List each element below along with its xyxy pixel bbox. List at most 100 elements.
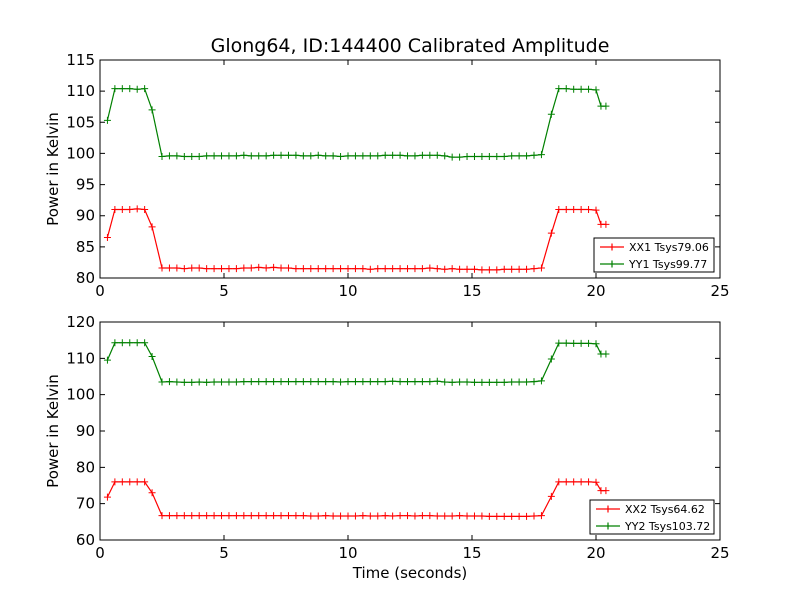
- data-point: [203, 265, 211, 273]
- data-point: [262, 264, 270, 272]
- y-tick-label: 70: [76, 495, 95, 513]
- data-point: [456, 512, 464, 520]
- y-tick-label: 80: [76, 458, 95, 476]
- data-point: [173, 378, 181, 386]
- data-point: [389, 151, 397, 159]
- data-point: [562, 339, 570, 347]
- data-point: [470, 153, 478, 161]
- y-axis-label: Power in Kelvin: [44, 374, 62, 488]
- data-point: [602, 220, 610, 228]
- data-point: [359, 152, 367, 160]
- data-point: [463, 265, 471, 273]
- data-point: [493, 266, 501, 274]
- data-point: [111, 205, 119, 213]
- data-point: [523, 265, 531, 273]
- data-point: [111, 85, 119, 93]
- data-point: [570, 339, 578, 347]
- data-point: [126, 478, 134, 486]
- x-tick-label: 5: [219, 544, 229, 562]
- data-point: [418, 512, 426, 520]
- data-point: [585, 85, 593, 93]
- data-point: [359, 265, 367, 273]
- data-point: [262, 378, 270, 386]
- data-point: [359, 512, 367, 520]
- data-point: [411, 378, 419, 386]
- figure-title: Glong64, ID:144400 Calibrated Amplitude: [211, 35, 610, 57]
- data-point: [463, 512, 471, 520]
- data-point: [158, 512, 166, 520]
- data-point: [411, 265, 419, 273]
- data-point: [577, 85, 585, 93]
- data-point: [307, 512, 315, 520]
- data-point: [433, 512, 441, 520]
- y-tick-label: 105: [66, 113, 95, 131]
- data-point: [307, 265, 315, 273]
- data-point: [240, 378, 248, 386]
- data-point: [232, 512, 240, 520]
- data-point: [404, 378, 412, 386]
- data-point: [158, 153, 166, 161]
- data-point: [195, 378, 203, 386]
- data-point: [322, 512, 330, 520]
- data-point: [500, 512, 508, 520]
- data-point: [570, 205, 578, 213]
- data-point: [433, 151, 441, 159]
- data-point: [232, 152, 240, 160]
- data-point: [366, 152, 374, 160]
- data-point: [232, 265, 240, 273]
- data-point: [255, 378, 263, 386]
- x-axis-label: Time (seconds): [352, 564, 468, 582]
- legend-label: YY2 Tsys103.72: [624, 520, 710, 533]
- data-point: [396, 512, 404, 520]
- data-point: [322, 265, 330, 273]
- data-point: [381, 265, 389, 273]
- data-point: [374, 512, 382, 520]
- data-point: [344, 265, 352, 273]
- data-point: [148, 353, 156, 361]
- data-point: [173, 264, 181, 272]
- data-point: [418, 378, 426, 386]
- legend-label: XX2 Tsys64.62: [625, 503, 705, 516]
- data-point: [547, 492, 555, 500]
- data-point: [133, 205, 141, 213]
- data-point: [307, 378, 315, 386]
- data-point: [337, 265, 345, 273]
- x-tick-label: 25: [710, 282, 729, 300]
- data-point: [299, 265, 307, 273]
- data-point: [547, 355, 555, 363]
- data-point: [537, 151, 545, 159]
- data-point: [262, 512, 270, 520]
- x-tick-label: 10: [338, 282, 357, 300]
- data-point: [515, 265, 523, 273]
- data-point: [173, 152, 181, 160]
- data-point: [351, 512, 359, 520]
- data-point: [141, 205, 149, 213]
- data-point: [284, 264, 292, 272]
- data-point: [478, 266, 486, 274]
- data-point: [441, 265, 449, 273]
- data-point: [141, 339, 149, 347]
- data-point: [562, 205, 570, 213]
- data-point: [448, 153, 456, 161]
- data-point: [577, 339, 585, 347]
- data-point: [322, 152, 330, 160]
- data-point: [500, 153, 508, 161]
- data-point: [500, 378, 508, 386]
- legend-label: YY1 Tsys99.77: [628, 258, 707, 271]
- y-tick-label: 100: [66, 386, 95, 404]
- data-point: [592, 86, 600, 94]
- data-point: [218, 265, 226, 273]
- data-point: [299, 378, 307, 386]
- legend-swatch: [600, 243, 624, 251]
- data-point: [195, 512, 203, 520]
- data-point: [270, 378, 278, 386]
- data-point: [255, 512, 263, 520]
- x-tick-label: 5: [219, 282, 229, 300]
- data-point: [337, 378, 345, 386]
- y-tick-label: 60: [76, 531, 95, 549]
- x-tick-label: 25: [710, 544, 729, 562]
- y-tick-label: 90: [76, 422, 95, 440]
- data-point: [210, 265, 218, 273]
- data-point: [530, 378, 538, 386]
- data-point: [284, 151, 292, 159]
